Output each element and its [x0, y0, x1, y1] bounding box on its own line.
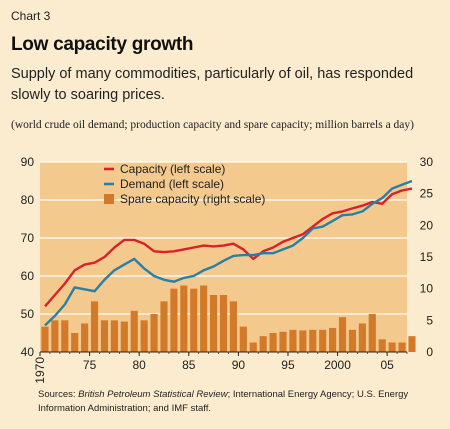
- spare-capacity-bar: [71, 333, 78, 352]
- y-left-tick-label: 50: [21, 307, 35, 321]
- spare-capacity-bar: [200, 286, 207, 353]
- spare-capacity-bar: [150, 314, 157, 352]
- spare-capacity-bar: [101, 320, 108, 352]
- y-left-tick-label: 60: [21, 269, 35, 283]
- x-tick-label: 1970: [33, 357, 47, 384]
- x-tick-label: 05: [380, 358, 394, 372]
- spare-capacity-bar: [408, 336, 415, 352]
- spare-capacity-bar: [111, 320, 118, 352]
- spare-capacity-bar: [141, 320, 148, 352]
- spare-capacity-bar: [270, 333, 277, 352]
- x-tick-label: 2000: [324, 358, 351, 372]
- y-right-tick-label: 25: [420, 187, 434, 201]
- spare-capacity-bar: [369, 314, 376, 352]
- spare-capacity-bar: [61, 320, 68, 352]
- spare-capacity-bar: [131, 311, 138, 352]
- spare-capacity-bar: [250, 343, 257, 353]
- spare-capacity-bar: [81, 324, 88, 353]
- spare-capacity-bar: [41, 327, 48, 352]
- spare-capacity-bar: [389, 343, 396, 353]
- spare-capacity-bar: [398, 343, 405, 353]
- sources-note: Sources: British Petroleum Statistical R…: [38, 388, 433, 416]
- x-tick-label: 95: [281, 358, 295, 372]
- y-right-tick-label: 30: [420, 155, 434, 169]
- spare-capacity-bar: [260, 336, 267, 352]
- spare-capacity-bar: [359, 324, 366, 353]
- spare-capacity-bar: [349, 330, 356, 352]
- legend-label: Demand (left scale): [120, 177, 224, 191]
- sources-lead: Sources:: [38, 389, 78, 400]
- spare-capacity-bar: [279, 332, 286, 352]
- y-left-tick-label: 70: [21, 231, 35, 245]
- spare-capacity-bar: [379, 339, 386, 352]
- spare-capacity-bar: [299, 330, 306, 352]
- legend-label: Spare capacity (right scale): [120, 192, 265, 206]
- spare-capacity-bar: [180, 286, 187, 353]
- spare-capacity-bar: [230, 301, 237, 352]
- y-right-tick-label: 10: [420, 282, 434, 296]
- spare-capacity-bar: [339, 317, 346, 352]
- x-tick-label: 85: [182, 358, 196, 372]
- spare-capacity-bar: [220, 295, 227, 352]
- y-right-tick-label: 20: [420, 218, 434, 232]
- y-right-tick-label: 5: [426, 313, 433, 327]
- sources-bp: British Petroleum Statistical Review: [78, 389, 227, 400]
- spare-capacity-bar: [309, 330, 316, 352]
- x-tick-label: 90: [232, 358, 246, 372]
- spare-capacity-bar: [289, 330, 296, 352]
- spare-capacity-bar: [91, 301, 98, 352]
- spare-capacity-bar: [170, 289, 177, 352]
- spare-capacity-bar: [319, 330, 326, 352]
- legend-swatch: [104, 194, 114, 204]
- spare-capacity-bar: [240, 327, 247, 352]
- y-right-tick-label: 0: [426, 345, 433, 359]
- spare-capacity-bar: [210, 295, 217, 352]
- spare-capacity-bar: [190, 289, 197, 352]
- legend-label: Capacity (left scale): [120, 162, 225, 176]
- x-tick-label: 75: [83, 358, 97, 372]
- spare-capacity-bar: [160, 301, 167, 352]
- spare-capacity-bar: [51, 320, 58, 352]
- y-left-tick-label: 80: [21, 193, 35, 207]
- x-tick-label: 80: [133, 358, 147, 372]
- spare-capacity-bar: [121, 322, 128, 352]
- y-left-tick-label: 90: [21, 155, 35, 169]
- spare-capacity-bar: [329, 328, 336, 352]
- y-right-tick-label: 15: [420, 250, 434, 264]
- y-left-tick-label: 40: [21, 345, 35, 359]
